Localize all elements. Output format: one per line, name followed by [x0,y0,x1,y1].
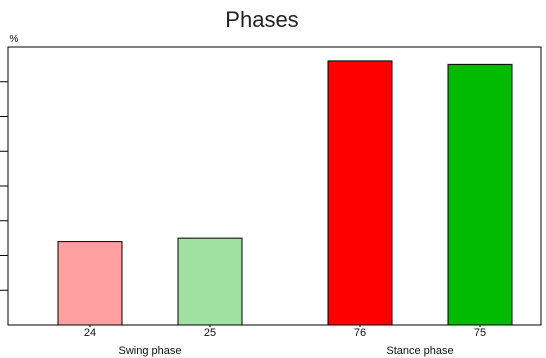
bar [177,237,243,326]
y-axis-unit-label: % [10,34,19,45]
bar-value-label: 76 [354,327,366,339]
group-label: Swing phase [119,345,182,357]
group-label: Stance phase [386,345,453,357]
bar [57,241,123,326]
bar-value-label: 25 [204,327,216,339]
bar-value-label: 24 [84,327,96,339]
bar [447,63,513,326]
bar [327,60,393,326]
chart-title: Phases [225,7,298,32]
bar-value-label: 75 [474,327,486,339]
plot-area: 24 25 Swing phase 76 75 Stance phase [0,46,542,357]
